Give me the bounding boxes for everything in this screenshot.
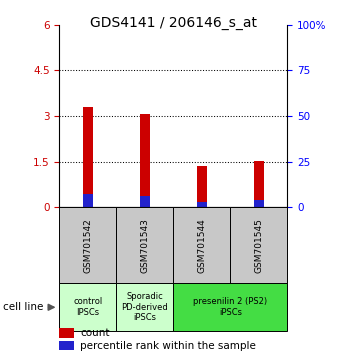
Text: GSM701542: GSM701542 — [84, 218, 92, 273]
Bar — [59, 283, 116, 331]
Bar — [116, 207, 173, 283]
Text: count: count — [80, 328, 109, 338]
Bar — [140, 195, 150, 207]
Bar — [59, 329, 74, 338]
Bar — [173, 207, 231, 283]
Bar — [83, 107, 93, 207]
Bar — [197, 202, 207, 207]
Bar — [140, 114, 150, 207]
Bar — [59, 341, 74, 350]
Bar — [254, 161, 264, 207]
Text: cell line: cell line — [3, 302, 44, 312]
Bar — [116, 283, 173, 331]
Text: GDS4141 / 206146_s_at: GDS4141 / 206146_s_at — [90, 16, 257, 30]
Text: percentile rank within the sample: percentile rank within the sample — [80, 341, 256, 350]
Bar — [59, 207, 116, 283]
Bar — [173, 283, 287, 331]
Bar — [254, 200, 264, 207]
Text: GSM701544: GSM701544 — [198, 218, 206, 273]
Bar — [231, 207, 287, 283]
Text: GSM701545: GSM701545 — [254, 218, 263, 273]
Bar — [197, 166, 207, 207]
Text: presenilin 2 (PS2)
iPSCs: presenilin 2 (PS2) iPSCs — [193, 297, 268, 317]
Text: control
IPSCs: control IPSCs — [73, 297, 103, 317]
Text: GSM701543: GSM701543 — [140, 218, 149, 273]
Bar — [83, 194, 93, 207]
Text: Sporadic
PD-derived
iPSCs: Sporadic PD-derived iPSCs — [122, 292, 168, 322]
